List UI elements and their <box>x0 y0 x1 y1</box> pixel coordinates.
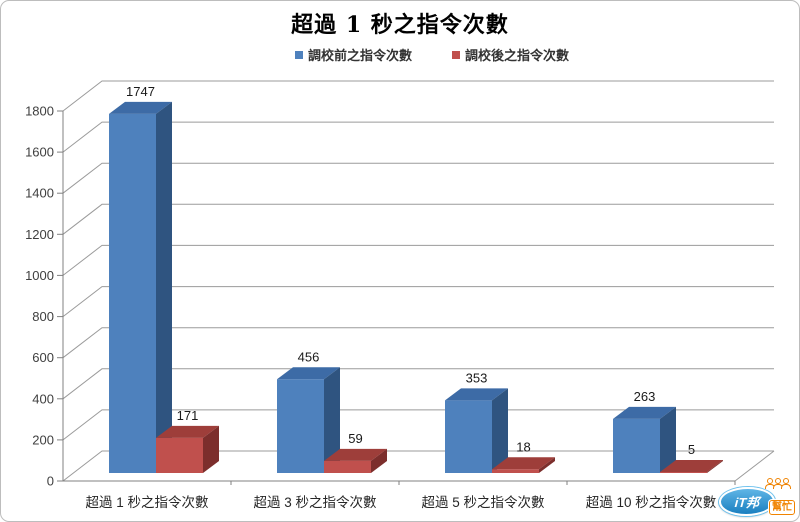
svg-text:1000: 1000 <box>25 268 54 283</box>
svg-text:超過 10 秒之指令次數: 超過 10 秒之指令次數 <box>586 495 717 510</box>
legend: 調校前之指令次數 調校後之指令次數 <box>1 45 799 64</box>
bar-series1-cat3 <box>660 460 723 473</box>
svg-text:1747: 1747 <box>126 84 155 99</box>
legend-item-after: 調校後之指令次數 <box>452 45 569 64</box>
legend-swatch-after <box>452 50 460 59</box>
svg-text:超過 5 秒之指令次數: 超過 5 秒之指令次數 <box>421 495 545 510</box>
svg-text:1400: 1400 <box>25 186 54 201</box>
svg-text:59: 59 <box>348 431 362 446</box>
legend-label-after: 調校後之指令次數 <box>465 48 570 63</box>
svg-text:超過 1 秒之指令次數: 超過 1 秒之指令次數 <box>85 495 209 510</box>
legend-swatch-before <box>294 50 303 59</box>
svg-text:263: 263 <box>634 389 656 404</box>
svg-text:600: 600 <box>32 350 54 365</box>
bar-series0-cat2 <box>445 388 508 473</box>
svg-text:456: 456 <box>298 349 320 364</box>
chart-title: 超過 1 秒之指令次數 <box>291 12 509 38</box>
itbang-logo-text: iT邦 <box>734 495 760 510</box>
legend-label-before: 調校前之指令次數 <box>307 48 412 63</box>
value-axis-labels: 0 200 400 600 800 1000 1200 1400 1600 1800 <box>25 104 54 489</box>
svg-text:200: 200 <box>32 432 54 447</box>
data-labels: 1747 171 456 59 353 18 263 5 <box>126 84 695 457</box>
person-icon <box>781 478 791 489</box>
itbang-logo-badge: 幫忙 <box>769 500 795 515</box>
svg-text:1200: 1200 <box>25 227 54 242</box>
bar-series0-cat1 <box>277 367 340 473</box>
svg-text:18: 18 <box>516 439 530 454</box>
axes <box>57 110 736 485</box>
gridlines <box>62 80 775 482</box>
svg-text:353: 353 <box>466 370 488 385</box>
svg-text:1600: 1600 <box>25 145 54 160</box>
svg-text:400: 400 <box>32 391 54 406</box>
svg-text:800: 800 <box>32 309 54 324</box>
legend-item-before: 調校前之指令次數 <box>294 45 412 64</box>
svg-text:1800: 1800 <box>25 104 54 119</box>
svg-text:5: 5 <box>688 442 695 457</box>
bar-series0-cat3 <box>613 406 676 473</box>
svg-text:171: 171 <box>177 408 199 423</box>
bar-series0-cat0 <box>109 101 172 474</box>
bar-series1-cat2 <box>492 457 555 473</box>
bar-series1-cat0 <box>156 425 219 473</box>
category-axis-labels: 超過 1 秒之指令次數 超過 3 秒之指令次數 超過 5 秒之指令次數 超過 10 秒… <box>85 495 716 510</box>
crowd-icon <box>765 478 791 489</box>
bar-series1-cat1 <box>324 448 387 473</box>
floor-right-edge <box>734 450 775 482</box>
itbang-watermark: iT邦 幫忙 <box>717 478 795 517</box>
svg-text:超過 3 秒之指令次數: 超過 3 秒之指令次數 <box>253 495 377 510</box>
svg-text:0: 0 <box>47 474 54 489</box>
itbang-logo-ellipse: iT邦 <box>717 487 777 516</box>
